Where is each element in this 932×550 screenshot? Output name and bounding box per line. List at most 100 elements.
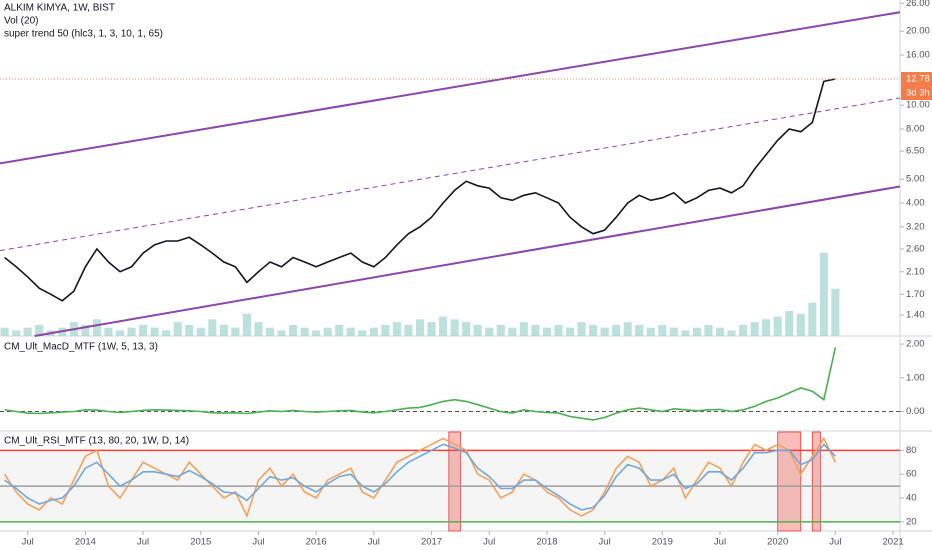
y-tick-label: 20 [906, 516, 917, 527]
y-tick-label: 2.10 [906, 266, 925, 277]
x-tick-label: Jul [714, 537, 726, 548]
volume-bar [231, 327, 240, 336]
volume-bar [496, 324, 505, 336]
volume-bar [704, 324, 713, 336]
volume-bar [242, 313, 251, 336]
x-tick-label: 2020 [767, 537, 788, 548]
macd-line [4, 347, 837, 421]
channel-line [34, 185, 901, 337]
volume-bar [739, 324, 748, 336]
y-tick-label: 80 [906, 445, 917, 456]
channel-line [0, 97, 901, 252]
x-tick-label: 2014 [75, 537, 96, 548]
macd-title: CM_Ult_MacD_MTF (1W, 5, 13, 3) [4, 342, 158, 353]
volume-bar [773, 316, 782, 336]
volume-bar [681, 330, 690, 336]
y-tick-label: 8.00 [906, 124, 925, 135]
countdown-label: 3d 3h [906, 88, 930, 99]
rsi-title: CM_Ult_RSI_MTF (13, 80, 20, 1W, D, 14) [4, 436, 189, 447]
volume-bar [127, 327, 136, 336]
volume-bar [92, 319, 101, 336]
volume-bar [35, 324, 44, 336]
volume-bar [727, 330, 736, 336]
volume-bar [669, 327, 678, 336]
volume-bar [208, 319, 217, 336]
volume-bar [312, 330, 321, 336]
x-tick-label: Jul [22, 537, 34, 548]
volume-bar [646, 327, 655, 336]
x-tick-label: 2017 [421, 537, 442, 548]
y-tick-label: 10.00 [906, 100, 930, 111]
volume-bar [369, 327, 378, 336]
volume-bar [265, 327, 275, 336]
volume-bar [439, 316, 448, 336]
y-tick-label: 1.00 [906, 372, 925, 383]
chart-title: ALKIM KIMYA, 1W, BIST [4, 3, 115, 14]
y-tick-label: 2.00 [906, 339, 925, 350]
volume-bar [542, 327, 551, 336]
volume-bar [219, 324, 228, 336]
volume-bar [0, 327, 9, 336]
volume-bar [381, 324, 390, 336]
volume-bar [104, 327, 113, 336]
x-tick-label: Jul [137, 537, 149, 548]
volume-bar [692, 327, 701, 336]
y-tick-label: 26.00 [906, 0, 930, 9]
volume-bar [819, 252, 828, 336]
volume-bar [392, 322, 401, 336]
x-tick-label: Jul [599, 537, 611, 548]
y-tick-label: 60 [906, 469, 917, 480]
volume-bar [427, 322, 436, 336]
volume-bar [196, 327, 205, 336]
volume-bar [565, 327, 575, 336]
volume-bar [254, 322, 263, 336]
volume-bar [577, 322, 586, 336]
volume-bar [485, 327, 494, 336]
volume-bar [415, 319, 425, 336]
x-tick-label: Jul [483, 537, 495, 548]
y-tick-label: 2.60 [906, 243, 925, 254]
volume-bar [785, 311, 794, 336]
y-tick-label: 6.50 [906, 146, 925, 157]
volume-bar [658, 324, 667, 336]
x-tick-label: 2015 [190, 537, 211, 548]
volume-bar [358, 330, 367, 336]
volume-bar [750, 322, 759, 336]
x-tick-label: 2016 [306, 537, 327, 548]
y-tick-label: 20.00 [906, 26, 930, 37]
volume-bar [531, 324, 540, 336]
volume-bar [173, 322, 182, 336]
volume-bar [715, 327, 725, 336]
volume-bar [508, 327, 517, 336]
x-tick-label: Jul [829, 537, 841, 548]
channel-line [0, 11, 901, 165]
volume-bar [796, 313, 805, 336]
volume-bar [450, 319, 459, 336]
volume-bar [612, 324, 621, 336]
x-tick-label: 2019 [652, 537, 673, 548]
countdown-box [901, 86, 932, 101]
indicator-legend: super trend 50 (hlc3, 1, 3, 10, 1, 65) [4, 29, 163, 40]
signal-band [448, 431, 461, 532]
x-tick-label: 2018 [536, 537, 557, 548]
volume-bar [162, 330, 171, 336]
volume-bar [831, 288, 840, 336]
signal-band [811, 431, 821, 532]
x-tick-label: Jul [252, 537, 264, 548]
rsi-line [3, 436, 837, 519]
y-tick-label: 5.00 [906, 174, 925, 185]
volume-bar [404, 324, 413, 336]
y-tick-label: 40 [906, 493, 917, 504]
y-tick-label: 3.20 [906, 221, 925, 232]
volume-bar [150, 327, 159, 336]
x-tick-label: Jul [368, 537, 380, 548]
volume-bar [762, 319, 771, 336]
y-tick-label: 4.00 [906, 197, 925, 208]
volume-bar [81, 324, 90, 336]
volume-bar [23, 327, 32, 336]
volume-bar [635, 324, 644, 336]
volume-bar [115, 330, 125, 336]
volume-bar [554, 324, 563, 336]
last-price-box [901, 72, 932, 87]
